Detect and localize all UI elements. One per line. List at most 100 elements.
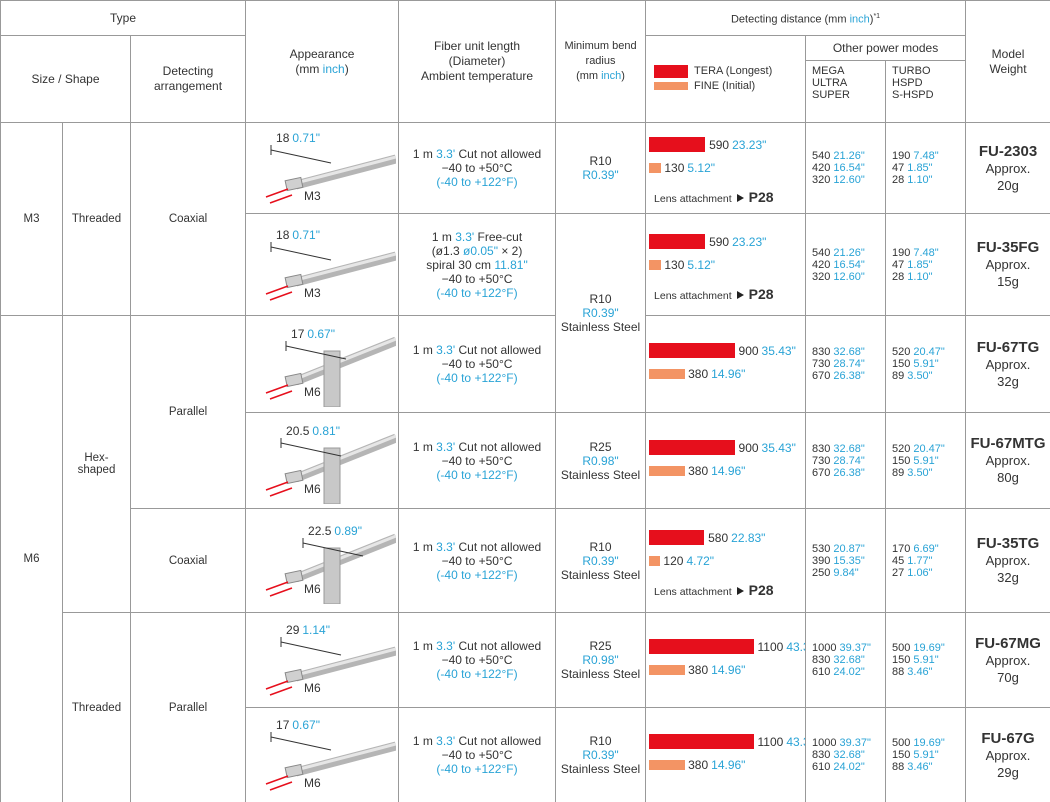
lens-label: Lens attachment [654,585,732,598]
mega-mm: 670 [812,466,831,479]
lens-label: Lens attachment [654,289,732,302]
turbo-mm: 150 [892,454,911,467]
arrangements-label: Parallel [168,701,208,714]
bend-text: R10 [589,734,612,748]
fiber-text-inch: (-40 to +122°F) [436,175,518,189]
tera-mm: 590 [709,138,730,152]
lens-page: P28 [748,581,774,598]
turbo-inch: 1.10" [907,270,933,283]
fiber-text-inch: 3.3' [436,639,456,653]
line: 45 1.77" [892,555,965,567]
dimension-inch: 1.14" [302,623,330,637]
illustration [269,290,293,301]
illustration [284,469,304,484]
dimension: 17 0.67" [276,718,320,732]
turbo-inch: 19.69" [913,737,945,749]
head-size: M6 [304,385,321,399]
mega-mm: 1000 [812,737,837,749]
dimension-inch: 0.67" [307,327,335,341]
illustration [280,442,342,456]
line: −40 to +50°C [400,272,555,286]
bar-label: 380 14.96" [688,367,745,381]
fiber-text: 1 m [412,343,437,357]
illustration [295,252,397,281]
mega-inch: 20.87" [833,542,865,555]
row: 18 0.71" M3 1 m 3.3' Free-cut (ø1.3 ø0.05" ×… [1,213,1050,413]
illustration [294,336,397,386]
fiber-text: Cut not allowed [455,439,542,454]
lens-page: P28 [748,189,774,205]
table-body: M3 Threaded Coaxial 18 0.71" M3 1 m 3.3' Cut n… [0,122,1050,802]
model-cell: FU-35FG Approx. 15g [965,213,1050,316]
illustration [295,155,397,185]
line: R0.39" [557,168,645,182]
line: FU-2303 [967,143,1050,160]
sizes-cell: M6 [0,315,63,802]
line: 150 5.91" [892,358,965,370]
bar [649,137,706,152]
turbo-inch: 19.69" [913,642,945,654]
mega-cell: 830 32.68" 730 28.74" 670 26.38" [805,315,887,413]
model-name: FU-67G [981,729,1035,747]
bar-label: 380 14.96" [688,464,745,478]
fiber-cell: 1 m 3.3' Cut not allowed −40 to +50°C (-40… [398,412,557,509]
line: Approx. [967,356,1050,373]
line: FU-67G [967,729,1050,747]
illustration [294,741,397,777]
bend-text: Stainless Steel [560,467,641,482]
tera-inch: 43.31" [786,735,804,749]
mega-mm: 830 [812,442,831,455]
illustration [269,390,293,400]
illustration [269,586,293,597]
header-text: (mm [576,70,602,82]
weight: 80g [997,470,1019,485]
illustration [294,154,397,190]
line: 29g [967,764,1050,781]
illustration [265,580,289,591]
illustration [265,775,289,785]
line: 88 3.46" [892,666,965,678]
dimension-mm: 22.5 [308,523,332,538]
arrow-icon [736,290,744,299]
type-header: Type [0,0,247,36]
line: (ø1.3 ø0.05" × 2) [400,244,555,258]
turbo-mm: 28 [892,174,905,186]
line: 28 1.10" [892,271,965,283]
turbo-mm: 88 [892,666,905,678]
model-cell: FU-67MTG Approx. 80g [965,412,1050,509]
fiber-cell: 1 m 3.3' Cut not allowed −40 to +50°C (-40… [398,122,557,214]
illustration [265,480,289,491]
fiber-text: −40 to +50°C [441,748,513,762]
weight: Approx. [985,652,1031,668]
illustration [265,284,289,295]
mega-mm: 250 [812,566,831,579]
mega-mm: 730 [812,454,831,467]
line: (-40 to +122°F) [400,568,555,582]
line: 610 24.02" [812,761,885,773]
fiber-text-inch: (-40 to +122°F) [436,762,518,776]
header-text: inch [322,61,345,76]
appearance: 22.5 0.89" M6 [247,518,398,604]
header-text: radius [585,55,616,67]
head-size: M3 [304,189,321,203]
line: FU-35FG [967,239,1050,256]
line: 1 m 3.3' Cut not allowed [400,734,555,748]
header-text: Minimum bend [564,40,637,52]
weight: 15g [997,274,1019,289]
illustration [284,176,304,192]
mega-inch: 21.26" [833,246,865,259]
bend-text: Stainless Steel [560,667,641,681]
appearance: 20.5 0.81" M6 [247,418,398,504]
mega-cell: 1000 39.37" 830 32.68" 610 24.02" [805,707,887,802]
illustration [269,686,293,696]
fiber-text-inch: 11.81" [494,257,528,272]
weight: Approx. [985,257,1031,272]
dimension-mm: 18 [276,131,290,145]
dimension-inch: 0.67" [292,718,320,732]
bar [649,555,661,566]
turbo-inch: 5.91" [913,358,939,370]
detecting: 580 22.83" 120 4.72" Lens attachment P28 [647,518,805,604]
head-size: M3 [304,285,321,300]
